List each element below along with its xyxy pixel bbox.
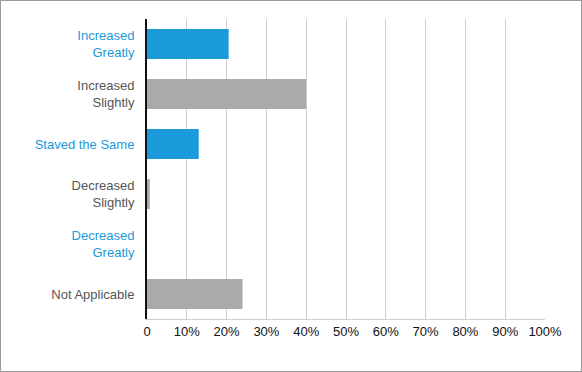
svg-text:DecreasedGreatly: DecreasedGreatly — [72, 228, 135, 260]
svg-text:0: 0 — [143, 324, 150, 339]
svg-text:100%: 100% — [528, 324, 562, 339]
svg-text:80%: 80% — [452, 324, 478, 339]
svg-text:Not Applicable: Not Applicable — [51, 287, 134, 302]
svg-text:30%: 30% — [253, 324, 279, 339]
svg-text:70%: 70% — [413, 324, 439, 339]
svg-text:IncreasedSlightly: IncreasedSlightly — [77, 78, 135, 110]
svg-text:50%: 50% — [333, 324, 359, 339]
svg-text:IncreasedGreatly: IncreasedGreatly — [77, 28, 135, 60]
svg-text:20%: 20% — [214, 324, 240, 339]
svg-text:Staved the Same: Staved the Same — [35, 137, 135, 152]
svg-text:10%: 10% — [174, 324, 200, 339]
svg-text:90%: 90% — [492, 324, 518, 339]
svg-text:DecreasedSlightly: DecreasedSlightly — [72, 178, 135, 210]
svg-text:60%: 60% — [373, 324, 399, 339]
svg-text:40%: 40% — [293, 324, 319, 339]
